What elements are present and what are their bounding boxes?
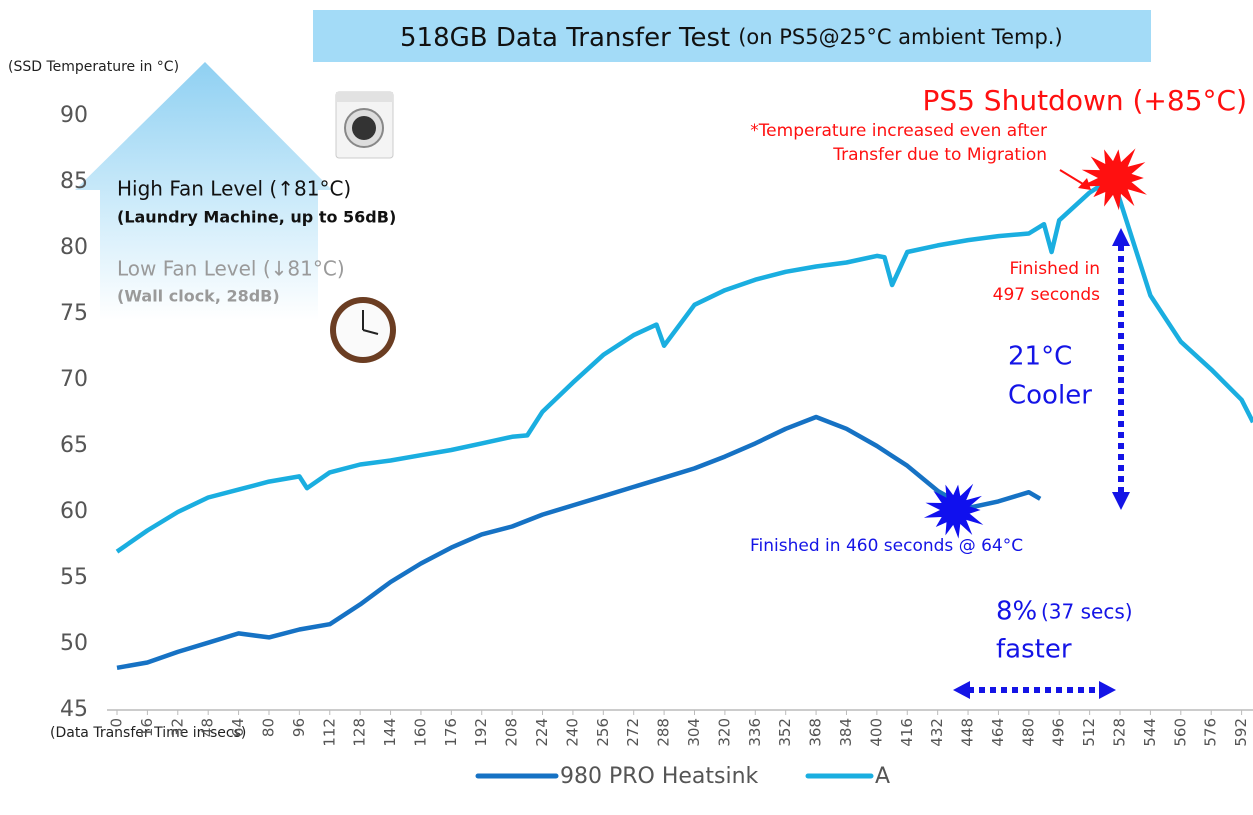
y-tick-label: 45 <box>60 697 88 722</box>
x-tick-label: 160 <box>411 718 429 747</box>
annotation: Low Fan Level (↓81°C) <box>117 257 345 281</box>
x-tick-label: 176 <box>442 718 460 747</box>
x-tick-label: 368 <box>807 718 825 747</box>
pointer-arrow <box>1059 169 1084 185</box>
fan-arrow <box>75 62 332 320</box>
x-tick-label: 272 <box>624 718 642 747</box>
y-tick-label: 65 <box>60 433 88 458</box>
arrowhead <box>1078 178 1091 190</box>
x-tick-label: 320 <box>715 718 733 747</box>
annotation: Transfer due to Migration <box>832 145 1047 165</box>
x-tick-label: 592 <box>1232 718 1250 747</box>
annotation: 21°C <box>1008 342 1072 372</box>
x-tick-label: 144 <box>381 718 399 747</box>
x-tick-label: 496 <box>1050 718 1068 747</box>
x-tick-label: 32 <box>168 718 186 737</box>
title-box <box>313 10 1151 62</box>
y-tick-label: 90 <box>60 103 88 128</box>
x-tick-label: 464 <box>989 718 1007 747</box>
legend-label: 980 PRO Heatsink <box>560 764 759 789</box>
x-tick-label: 0 <box>108 718 126 728</box>
clock-icon <box>330 297 396 363</box>
annotation: 497 seconds <box>993 285 1100 305</box>
y-tick-label: 50 <box>60 631 88 656</box>
x-tick-label: 208 <box>503 718 521 747</box>
y-tick-label: 80 <box>60 235 88 260</box>
data-line <box>116 414 1042 671</box>
x-tick-label: 336 <box>746 718 764 747</box>
x-tick-label: 64 <box>229 718 247 737</box>
y-tick-label: 85 <box>60 169 88 194</box>
washing-machine-icon <box>335 91 394 159</box>
annotation: High Fan Level (↑81°C) <box>117 177 351 201</box>
y-tick-label: 70 <box>60 367 88 392</box>
annotation: (Wall clock, 28dB) <box>117 287 280 306</box>
finish-star <box>923 483 984 539</box>
x-tick-label: 16 <box>138 718 156 737</box>
data-line <box>115 175 1253 554</box>
annotation: *Temperature increased even after <box>750 121 1047 141</box>
x-tick-label: 416 <box>898 718 916 747</box>
x-tick-label: 128 <box>351 718 369 747</box>
arrowhead <box>1099 681 1116 699</box>
title-note: (on PS5@25°C ambient Temp.) <box>738 25 1062 49</box>
x-tick-label: 240 <box>563 718 581 747</box>
x-tick-label: 352 <box>776 718 794 747</box>
x-tick-label: 112 <box>320 718 338 747</box>
y-axis-label: (SSD Temperature in °C) <box>8 59 179 75</box>
annotation: (Laundry Machine, up to 56dB) <box>117 208 396 227</box>
y-tick-label: 60 <box>60 499 88 524</box>
shutdown-star <box>1080 148 1147 211</box>
x-tick-label: 288 <box>655 718 673 747</box>
arrowhead <box>1112 228 1130 246</box>
y-tick-label: 75 <box>60 301 88 326</box>
x-tick-label: 256 <box>594 718 612 747</box>
y-tick-label: 55 <box>60 565 88 590</box>
x-tick-label: 432 <box>928 718 946 747</box>
title-main: 518GB Data Transfer Test <box>400 23 730 53</box>
x-tick-label: 528 <box>1111 718 1129 747</box>
x-tick-label: 384 <box>837 718 855 747</box>
x-tick-label: 560 <box>1171 718 1189 747</box>
annotation: Finished in 460 seconds @ 64°C <box>750 536 1023 556</box>
annotation: 8% <box>996 597 1037 627</box>
x-axis-label: (Data Transfer Time in secs) <box>50 725 246 741</box>
x-tick-label: 304 <box>685 718 703 747</box>
x-tick-label: 96 <box>290 718 308 737</box>
x-tick-label: 512 <box>1080 718 1098 747</box>
legend-label: A <box>875 764 890 789</box>
arrowhead <box>1112 492 1130 510</box>
x-tick-label: 576 <box>1202 718 1220 747</box>
chart-title: 518GB Data Transfer Test (on PS5@25°C amb… <box>400 23 1063 53</box>
arrowhead <box>953 681 970 699</box>
x-tick-label: 480 <box>1019 718 1037 747</box>
x-tick-label: 48 <box>199 718 217 737</box>
annotation: (37 secs) <box>1041 600 1133 624</box>
annotation: Cooler <box>1008 381 1092 411</box>
x-tick-label: 448 <box>959 718 977 747</box>
x-tick-label: 192 <box>472 718 490 747</box>
x-tick-label: 224 <box>533 718 551 747</box>
annotation: faster <box>996 635 1072 665</box>
x-tick-label: 400 <box>867 718 885 747</box>
x-tick-label: 544 <box>1141 718 1159 747</box>
annotation: Finished in <box>1009 259 1100 279</box>
x-tick-label: 80 <box>259 718 277 737</box>
annotation: PS5 Shutdown (+85°C) <box>922 84 1247 117</box>
